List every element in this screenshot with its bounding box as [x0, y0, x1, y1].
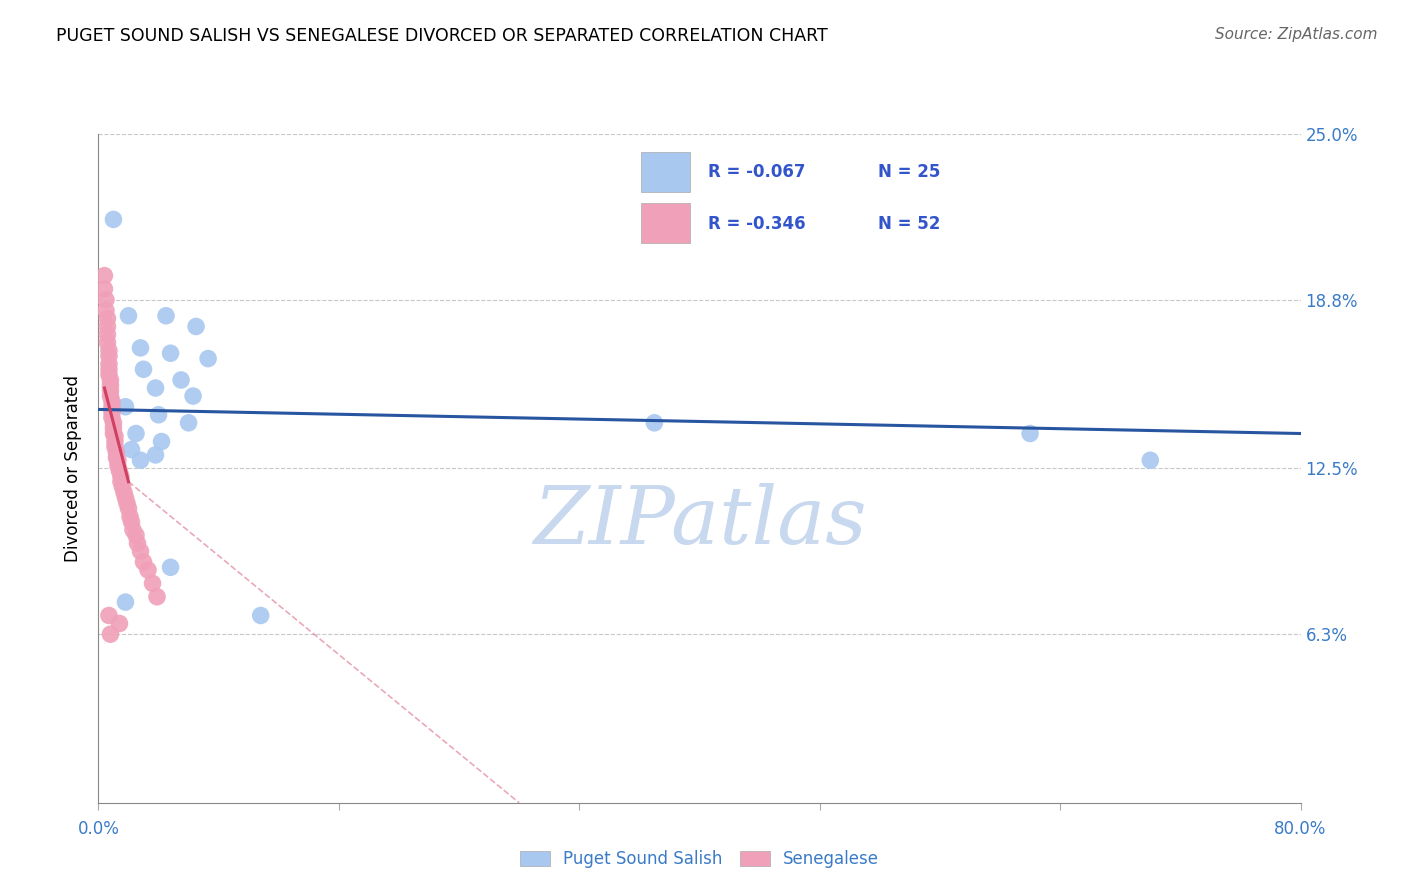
Point — [100, 378, 122, 392]
Point — [96, 311, 118, 326]
Point — [100, 389, 122, 403]
Point — [105, 445, 128, 459]
Point — [97, 357, 120, 371]
Point — [110, 475, 132, 489]
Text: 80.0%: 80.0% — [1274, 820, 1327, 838]
Point — [117, 309, 139, 323]
Point — [145, 381, 167, 395]
Point — [100, 627, 122, 641]
Point — [97, 362, 120, 376]
Point — [125, 528, 148, 542]
Text: 0.0%: 0.0% — [77, 820, 120, 838]
Point — [97, 343, 120, 358]
Text: R = -0.346: R = -0.346 — [707, 214, 806, 233]
Point — [125, 426, 148, 441]
Point — [118, 509, 141, 524]
Point — [145, 448, 167, 462]
Point — [146, 590, 169, 604]
Point — [100, 373, 122, 387]
Point — [122, 523, 145, 537]
Point — [96, 335, 118, 350]
Point — [108, 616, 131, 631]
Text: N = 25: N = 25 — [879, 163, 941, 181]
Point — [115, 496, 138, 510]
Point — [108, 464, 131, 478]
Point — [104, 429, 127, 443]
Text: Source: ZipAtlas.com: Source: ZipAtlas.com — [1215, 27, 1378, 42]
Bar — [641, 203, 690, 243]
Bar — [641, 152, 690, 192]
Point — [111, 480, 134, 494]
Point — [141, 576, 163, 591]
Point — [117, 501, 139, 516]
Point — [136, 563, 159, 577]
Point — [101, 405, 124, 419]
Point — [197, 351, 219, 366]
Point — [96, 319, 118, 334]
Point — [101, 394, 124, 409]
Text: PUGET SOUND SALISH VS SENEGALESE DIVORCED OR SEPARATED CORRELATION CHART: PUGET SOUND SALISH VS SENEGALESE DIVORCE… — [56, 27, 828, 45]
Point — [94, 293, 117, 307]
Text: ZIPatlas: ZIPatlas — [533, 483, 866, 560]
Point — [97, 349, 120, 363]
Point — [93, 282, 115, 296]
Point — [148, 408, 170, 422]
Point — [132, 362, 155, 376]
Point — [103, 416, 125, 430]
Point — [249, 608, 271, 623]
Point — [100, 384, 122, 398]
Point — [103, 212, 125, 227]
Point — [177, 416, 200, 430]
Point — [155, 309, 177, 323]
Point — [129, 341, 152, 355]
Point — [127, 536, 149, 550]
Text: N = 52: N = 52 — [879, 214, 941, 233]
Point — [121, 515, 143, 529]
Point — [110, 469, 132, 483]
Point — [129, 544, 152, 558]
Legend: Puget Sound Salish, Senegalese: Puget Sound Salish, Senegalese — [513, 844, 886, 875]
Point — [114, 400, 136, 414]
Point — [129, 453, 152, 467]
Point — [104, 440, 127, 454]
Text: R = -0.067: R = -0.067 — [707, 163, 806, 181]
Point — [1139, 453, 1161, 467]
Point — [107, 453, 129, 467]
Point — [93, 268, 115, 283]
Point — [101, 400, 124, 414]
Point — [132, 555, 155, 569]
Point — [107, 458, 129, 473]
Point — [643, 416, 665, 430]
Point — [104, 434, 127, 449]
Point — [97, 608, 120, 623]
Point — [101, 410, 124, 425]
Point — [103, 421, 125, 435]
Point — [105, 450, 128, 465]
Point — [121, 442, 143, 457]
Y-axis label: Divorced or Separated: Divorced or Separated — [65, 375, 83, 562]
Point — [94, 303, 117, 318]
Point — [103, 426, 125, 441]
Point — [1019, 426, 1042, 441]
Point — [97, 368, 120, 382]
Point — [159, 560, 181, 574]
Point — [112, 485, 135, 500]
Point — [181, 389, 204, 403]
Point — [150, 434, 173, 449]
Point — [114, 491, 136, 505]
Point — [170, 373, 193, 387]
Point — [159, 346, 181, 360]
Point — [184, 319, 207, 334]
Point — [96, 327, 118, 342]
Point — [114, 595, 136, 609]
